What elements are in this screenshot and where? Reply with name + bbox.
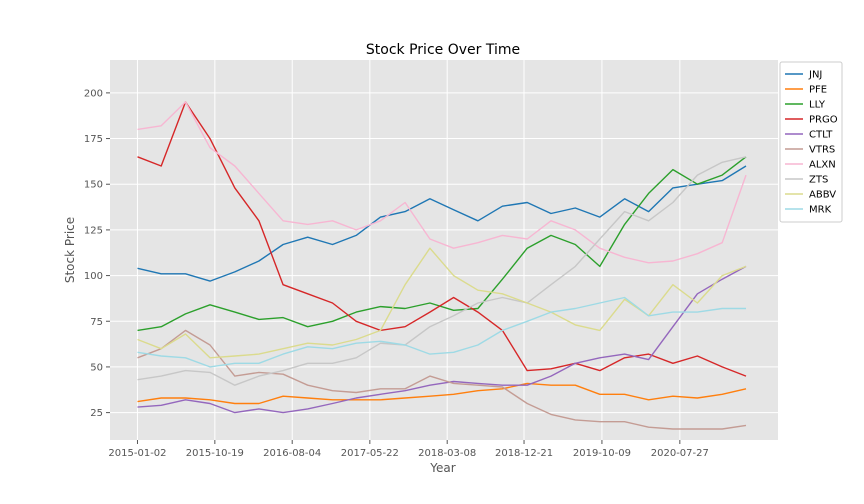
series-line-mrk (137, 296, 746, 368)
legend-label-prgo: PRGO (809, 115, 838, 126)
x-tick-label: 2018-12-21 (495, 448, 553, 459)
x-tick-label: 2020-07-27 (651, 448, 709, 459)
y-tick-label: 50 (90, 362, 103, 373)
series-line-pfe (137, 382, 747, 405)
x-axis-label: Year (429, 461, 455, 475)
chart-title: Stock Price Over Time (366, 42, 520, 58)
legend-label-ctlt: CTLT (809, 130, 833, 141)
series-line-vtrs (137, 329, 747, 430)
ticks: 2015-01-02 2015-10-19 2016-08-04 2017-05-22… (84, 88, 709, 459)
y-tick-label: 125 (84, 225, 103, 236)
legend-label-vtrs: VTRS (809, 145, 835, 156)
plot-area (110, 60, 778, 440)
legend-label-zts: ZTS (809, 175, 828, 186)
x-tick-label: 2016-08-04 (263, 448, 321, 459)
x-tick-label: 2017-05-22 (341, 448, 399, 459)
legend-label-alxn: ALXN (809, 160, 836, 171)
x-tick-label: 2015-01-02 (108, 448, 166, 459)
x-tick-label: 2019-10-09 (573, 448, 631, 459)
series-line-jnj (137, 165, 747, 282)
legend: JNJ PFE LLY PRGO CTLT VTRS ALXN ZTS ABBV MRK (779, 61, 843, 223)
y-tick-label: 100 (84, 271, 103, 282)
x-tick-label: 2018-03-08 (418, 448, 476, 459)
y-tick-label: 175 (84, 134, 103, 145)
legend-label-lly: LLY (809, 100, 826, 111)
y-tick-label: 25 (90, 408, 103, 419)
y-axis-label: Stock Price (63, 217, 77, 283)
legend-label-jnj: JNJ (808, 70, 822, 81)
y-tick-label: 200 (84, 88, 103, 99)
series-line-alxn (137, 101, 747, 264)
legend-label-abbv: ABBV (809, 190, 836, 201)
legend-label-pfe: PFE (809, 85, 827, 96)
series-line-lly (137, 156, 747, 332)
y-tick-label: 75 (90, 317, 103, 328)
series-line-zts (137, 156, 747, 386)
y-tick-label: 150 (84, 180, 103, 191)
grid (110, 60, 778, 440)
series-line-ctlt (137, 265, 747, 414)
x-tick-label: 2015-10-19 (186, 448, 244, 459)
legend-label-mrk: MRK (809, 205, 832, 216)
series-line-prgo (137, 101, 747, 377)
legend-box (779, 61, 843, 223)
series-layer (137, 101, 747, 430)
